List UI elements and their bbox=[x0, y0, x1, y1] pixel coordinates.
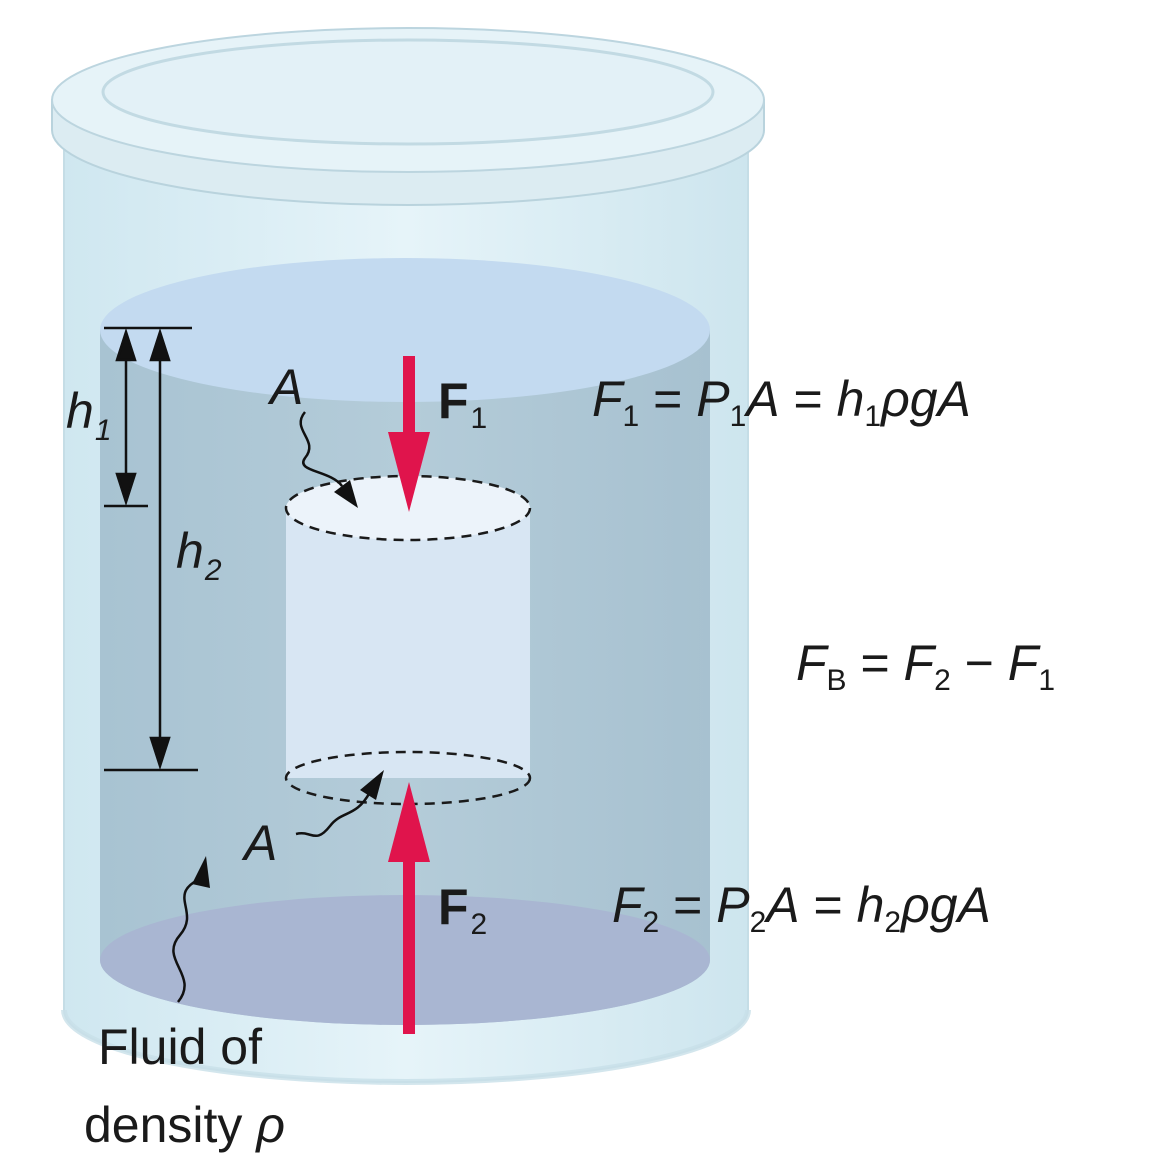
fluid-surface bbox=[100, 258, 710, 402]
label-h1: h1 bbox=[66, 383, 112, 447]
label-area-bottom: A bbox=[241, 815, 277, 871]
wavy-arrow-bottom-a bbox=[295, 770, 384, 838]
force-arrow-f1 bbox=[388, 356, 430, 512]
depth-markers bbox=[104, 326, 198, 772]
label-h2: h2 bbox=[176, 523, 222, 587]
wavy-arrow-fluid bbox=[172, 856, 210, 1003]
equation-f1: F1 = P1A = h1ρgA bbox=[592, 371, 971, 433]
equation-fb: FB = F2 − F1 bbox=[796, 635, 1055, 697]
fluid-column bbox=[284, 474, 532, 806]
force-arrow-f2 bbox=[388, 782, 430, 1034]
label-f1: F1 bbox=[438, 373, 487, 435]
label-fluid-line2: density ρ bbox=[84, 1097, 285, 1153]
label-f2: F2 bbox=[438, 879, 487, 941]
wavy-arrow-top-a bbox=[299, 411, 358, 508]
lid bbox=[51, 27, 765, 206]
label-area-top: A bbox=[267, 359, 303, 415]
label-fluid-line1: Fluid of bbox=[98, 1019, 262, 1075]
equation-f2: F2 = P2A = h2ρgA bbox=[612, 877, 991, 939]
